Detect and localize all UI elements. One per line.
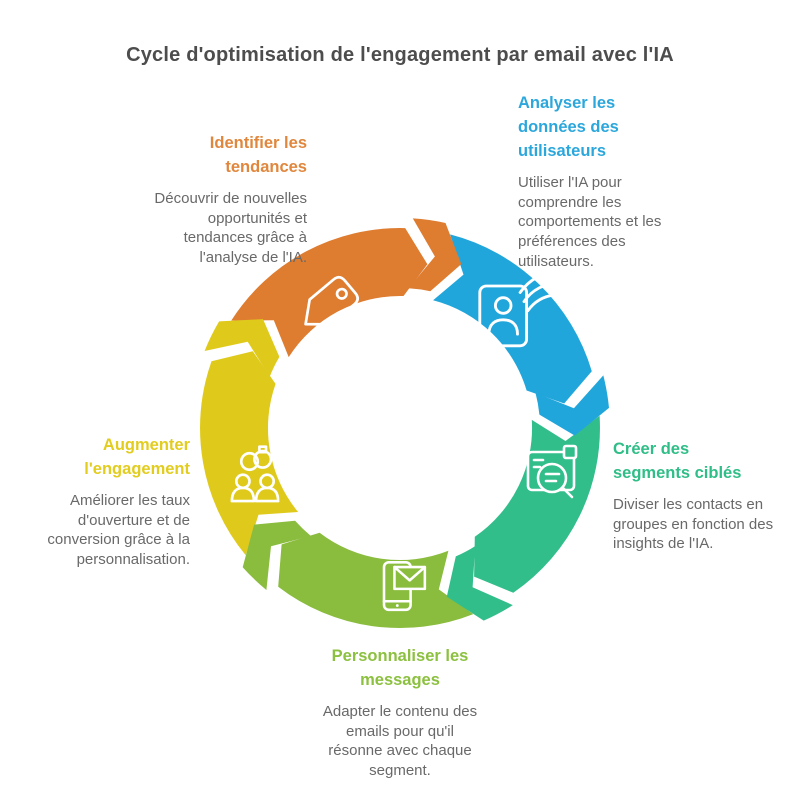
step-description: Améliorer les taux d'ouverture et de con… (47, 491, 190, 569)
arrow-personnaliser-les-messages (242, 520, 311, 590)
step-analyser-les-donnees: Analyser les données des utilisateurs Ut… (518, 92, 708, 272)
tag-robot-icon (304, 275, 378, 345)
page-title: Cycle d'optimisation de l'engagement par… (126, 44, 674, 66)
segment-identifier-les-tendances (231, 228, 428, 358)
step-augmenter-l-engagement: Augmenter l'engagement Améliorer les tau… (28, 434, 190, 570)
step-heading: Créer des segments ciblés (613, 440, 742, 482)
step-description: Diviser les contacts en groupes en fonct… (613, 495, 774, 553)
step-heading: Personnaliser les messages (331, 647, 469, 689)
step-personnaliser-les-messages: Personnaliser les messages Adapter le co… (285, 645, 515, 781)
engagement-rings-people-icon (230, 445, 280, 503)
segment-search-icon (526, 444, 578, 499)
step-description: Découvrir de nouvelles opportunités et t… (154, 189, 307, 267)
segment-creer-des-segments-cibles (474, 415, 600, 593)
arrow-creer-des-segments-cibles (446, 546, 513, 621)
step-identifier-les-tendances: Identifier les tendances Découvrir de no… (117, 132, 307, 268)
step-heading: Identifier les tendances (209, 134, 307, 176)
segment-personnaliser-les-messages (278, 532, 474, 629)
arrow-identifier-les-tendances (408, 218, 462, 292)
step-heading: Analyser les données des utilisateurs (518, 94, 619, 160)
step-creer-des-segments-cibles: Créer des segments ciblés Diviser les co… (613, 438, 798, 554)
arrow-augmenter-l-engagement (204, 319, 280, 377)
phone-mail-icon (382, 561, 427, 612)
arrow-analyser-les-donnees (535, 375, 609, 436)
segment-analyser-les-donnees (433, 234, 592, 404)
step-heading: Augmenter l'engagement (84, 436, 190, 478)
step-description: Adapter le contenu des emails pour qu'il… (322, 702, 478, 780)
step-description: Utiliser l'IA pour comprendre les compor… (518, 173, 662, 270)
id-card-hand-icon (478, 268, 562, 348)
